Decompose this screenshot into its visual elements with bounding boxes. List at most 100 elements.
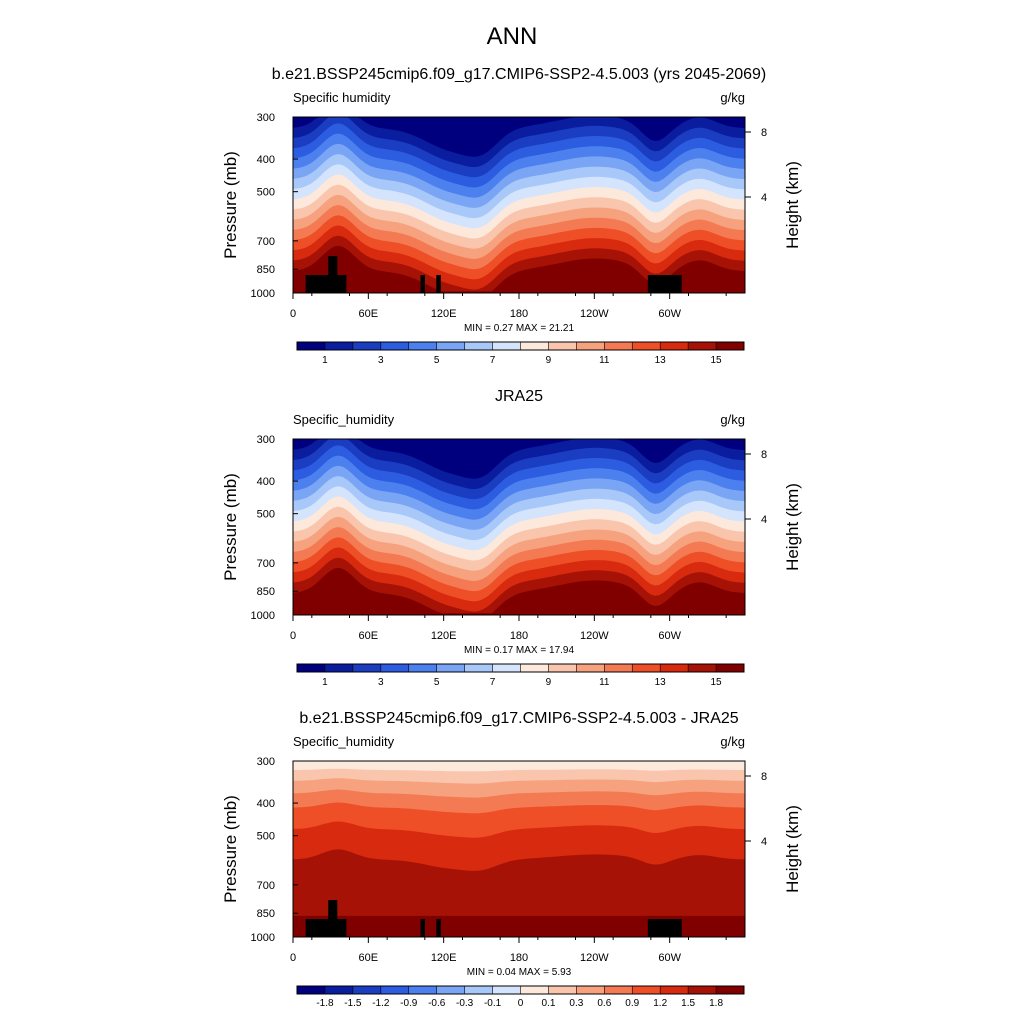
x-tick-label: 120W	[580, 308, 609, 320]
y-tick-label: 300	[257, 434, 275, 446]
colorbar-swatch	[688, 342, 717, 350]
colorbar-swatch	[464, 986, 493, 994]
colorbar-label: -0.9	[400, 998, 418, 1009]
y-tick-label: 400	[257, 154, 275, 166]
colorbar-label: -1.2	[372, 998, 390, 1009]
colorbar-label: 3	[378, 355, 384, 366]
y-tick-label: 850	[257, 908, 275, 920]
colorbar-swatch	[660, 986, 689, 994]
y2-tick-label: 8	[761, 771, 767, 783]
y-tick-label: 850	[257, 264, 275, 276]
terrain-mask	[305, 900, 682, 937]
colorbar: -1.8 -1.5 -1.2 -0.9 -0.6 -0.3 -0.1 0 0.1 0.3 0.6 0.…	[296, 985, 745, 1009]
panel-title: b.e21.BSSP245cmip6.f09_g17.CMIP6-SSP2-4.…	[299, 710, 738, 727]
contour-field	[293, 439, 745, 615]
colorbar-label: 5	[434, 355, 440, 366]
left-label: Specific_humidity	[293, 734, 395, 749]
y-tick-label: 700	[257, 880, 275, 892]
colorbar-label: 1	[322, 677, 328, 688]
y-tick-label: 1000	[251, 932, 275, 944]
colorbar-swatch	[380, 986, 410, 994]
y-tick-label: 700	[257, 558, 275, 570]
colorbar-swatch	[604, 986, 633, 994]
colorbar-swatch	[716, 342, 745, 350]
colorbar-swatch	[436, 342, 465, 350]
y2-tick-label: 4	[761, 836, 767, 848]
colorbar-swatch	[297, 664, 326, 672]
colorbar-swatch	[688, 986, 717, 994]
colorbar-label: 1	[322, 355, 328, 366]
colorbar-label: 7	[490, 677, 496, 688]
y-tick-label: 500	[257, 187, 275, 199]
y-tick-label: 300	[257, 112, 275, 124]
x-tick-label: 180	[510, 630, 528, 642]
min-max-stats: MIN = 0.17 MAX = 17.94	[464, 645, 574, 656]
colorbar-swatch	[548, 664, 577, 672]
colorbar-swatch	[324, 664, 354, 672]
terrain-mask	[305, 256, 682, 293]
colorbar-swatch	[660, 342, 689, 350]
colorbar-label: 1.5	[681, 998, 695, 1009]
colorbar-label: 13	[655, 355, 667, 366]
colorbar-swatch	[492, 664, 521, 672]
colorbar-label: 15	[711, 677, 723, 688]
y2-tick-label: 8	[761, 127, 767, 139]
x-tick-label: 120E	[431, 308, 457, 320]
y2-tick-label: 8	[761, 449, 767, 461]
colorbar-label: 11	[599, 355, 610, 366]
y-tick-label: 1000	[251, 610, 275, 622]
colorbar-label: 3	[378, 677, 384, 688]
colorbar-swatch	[464, 342, 493, 350]
x-tick-label: 0	[290, 952, 296, 964]
y-tick-label: 850	[257, 586, 275, 598]
colorbar-swatch	[632, 342, 661, 350]
colorbar-swatch	[464, 664, 493, 672]
colorbar-label: 0.9	[625, 998, 639, 1009]
unit-label: g/kg	[720, 734, 745, 749]
y-tick-label: 500	[257, 831, 275, 843]
colorbar-label: 0.6	[597, 998, 611, 1009]
contour-band-8	[293, 915, 745, 937]
colorbar-swatch	[632, 986, 661, 994]
x-tick-label: 120E	[431, 952, 457, 964]
terrain-mask-block	[328, 256, 338, 293]
colorbar-swatch	[576, 664, 605, 672]
colorbar-swatch	[520, 342, 549, 350]
colorbar-label: -1.8	[316, 998, 334, 1009]
x-tick-label: 180	[510, 952, 528, 964]
panel-title: b.e21.BSSP245cmip6.f09_g17.CMIP6-SSP2-4.…	[272, 66, 767, 83]
colorbar-swatch	[604, 342, 633, 350]
terrain-mask-block	[647, 275, 682, 293]
contour-band-15	[293, 567, 745, 615]
colorbar-label: 1.8	[709, 998, 723, 1009]
contour-band-15	[293, 245, 745, 293]
colorbar-label: -1.5	[344, 998, 362, 1009]
colorbar-swatch	[436, 986, 465, 994]
colorbar-swatch	[716, 986, 745, 994]
x-tick-label: 60E	[359, 952, 379, 964]
colorbar-swatch	[660, 664, 689, 672]
y-tick-label: 400	[257, 798, 275, 810]
terrain-mask-block	[328, 900, 338, 937]
min-max-stats: MIN = 0.27 MAX = 21.21	[464, 323, 574, 334]
colorbar-swatch	[324, 986, 354, 994]
colorbar-swatch	[716, 664, 745, 672]
colorbar-label: -0.1	[484, 998, 502, 1009]
colorbar-swatch	[492, 986, 521, 994]
colorbar-label: 13	[655, 677, 667, 688]
panel-title: JRA25	[495, 388, 543, 405]
terrain-mask-block	[420, 919, 425, 937]
colorbar-swatch	[352, 342, 382, 350]
terrain-mask-block	[332, 275, 347, 293]
colorbar-swatch	[520, 986, 549, 994]
colorbar-swatch	[297, 342, 326, 350]
chart-panel-3: b.e21.BSSP245cmip6.f09_g17.CMIP6-SSP2-4.…	[221, 710, 802, 1009]
colorbar-label: 7	[490, 355, 496, 366]
terrain-mask-block	[305, 275, 333, 293]
y-axis-label: Pressure (mb)	[221, 795, 240, 903]
colorbar-swatch	[408, 986, 437, 994]
colorbar-swatch	[352, 664, 382, 672]
colorbar-label: 5	[434, 677, 440, 688]
chart-panel-1: b.e21.BSSP245cmip6.f09_g17.CMIP6-SSP2-4.…	[221, 66, 802, 366]
y-axis-label: Pressure (mb)	[221, 151, 240, 259]
